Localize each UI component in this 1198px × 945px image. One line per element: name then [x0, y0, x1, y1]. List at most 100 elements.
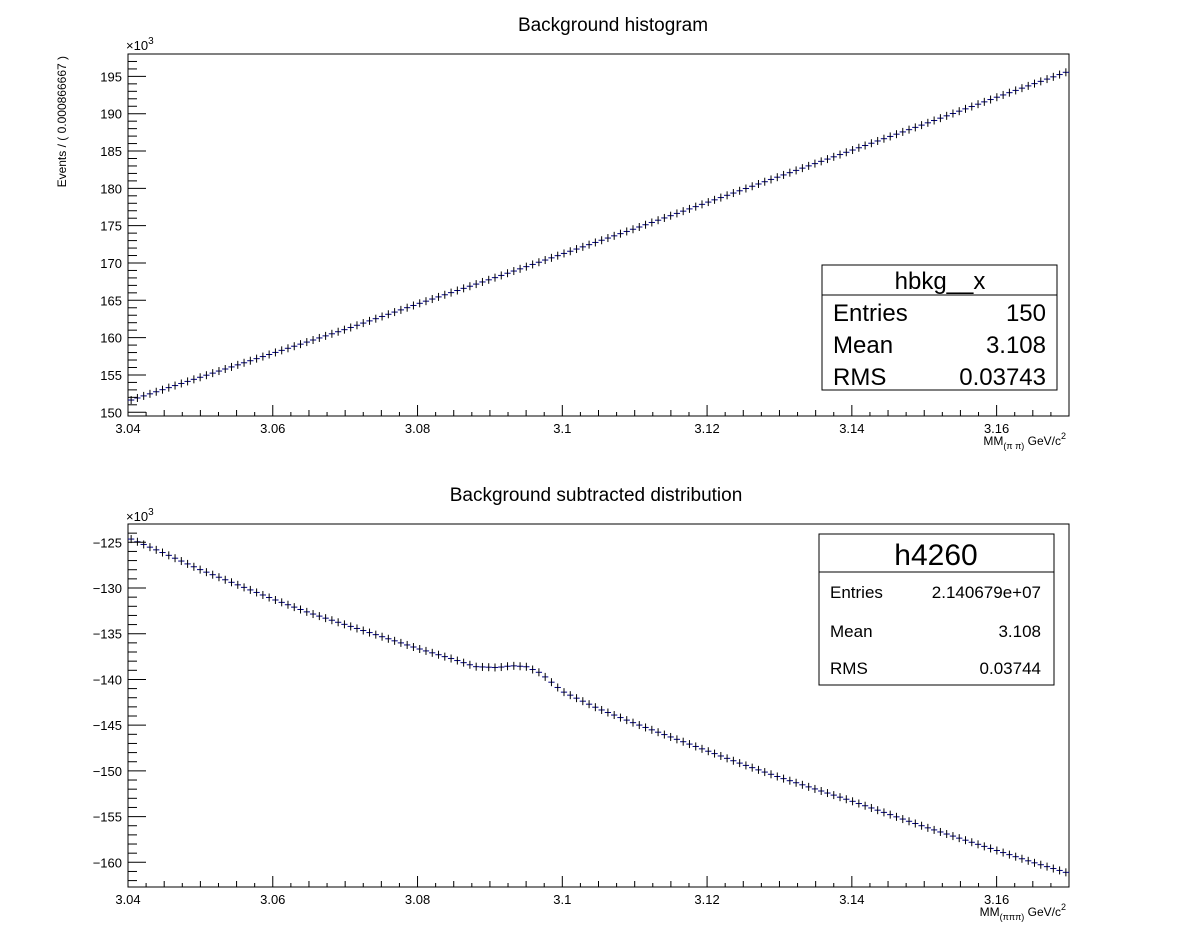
data-point: [353, 624, 361, 633]
y-tick-label: 185: [100, 144, 122, 159]
data-point: [372, 314, 379, 323]
data-point: [146, 543, 154, 552]
data-point: [1043, 862, 1051, 871]
y-tick-label: 175: [100, 219, 122, 234]
x-tick-label: 3.08: [405, 421, 430, 436]
data-point: [347, 323, 354, 332]
data-point: [335, 327, 342, 336]
data-point: [479, 662, 486, 671]
data-point: [680, 737, 687, 746]
y-tick-label: 150: [100, 405, 122, 420]
data-point: [642, 723, 649, 732]
data-point: [253, 588, 260, 597]
data-point: [523, 662, 530, 671]
data-point: [510, 661, 517, 670]
data-point: [1056, 866, 1063, 875]
data-point: [134, 537, 141, 546]
data-point: [604, 234, 612, 243]
data-point: [209, 369, 216, 378]
top-stats-box: hbkg__x Entries 150 Mean 3.108 RMS 0.037…: [821, 264, 1058, 391]
data-point: [203, 371, 210, 380]
data-point: [447, 288, 455, 297]
data-point: [272, 348, 279, 357]
data-point: [1037, 77, 1044, 86]
data-point: [742, 184, 750, 193]
data-point: [673, 735, 681, 744]
data-point: [937, 114, 944, 123]
data-point: [222, 364, 229, 373]
data-point: [178, 557, 185, 566]
data-point: [542, 672, 549, 681]
data-point: [228, 578, 235, 587]
data-point: [560, 688, 568, 697]
data-point: [422, 646, 430, 655]
data-point: [824, 789, 831, 798]
data-point: [548, 253, 555, 262]
data-point: [385, 634, 392, 643]
data-point: [755, 179, 762, 188]
top-stats-entries-label: Entries: [833, 300, 908, 327]
data-point: [962, 836, 969, 845]
data-point: [579, 697, 586, 706]
data-point: [698, 200, 706, 209]
data-point: [824, 155, 831, 164]
data-point: [441, 290, 448, 299]
data-point: [818, 157, 825, 166]
data-point: [215, 573, 223, 582]
data-point: [266, 350, 273, 359]
data-point: [247, 356, 254, 365]
y-tick-label: 190: [100, 107, 122, 122]
data-point: [592, 703, 599, 712]
data-point: [905, 817, 913, 826]
data-point: [974, 100, 982, 109]
x-tick-label: 3.1: [553, 421, 571, 436]
data-point: [1025, 856, 1032, 865]
data-point: [974, 840, 982, 849]
data-point: [617, 229, 624, 238]
data-point: [1031, 858, 1038, 867]
data-point: [962, 104, 969, 113]
bottom-stats-rms-value: 0.03744: [980, 659, 1041, 678]
data-point: [799, 164, 806, 173]
bottom-x-axis-label: MM(πππ) GeV/c2: [980, 902, 1066, 922]
data-point: [924, 823, 931, 832]
data-point: [466, 282, 474, 291]
y-tick-label: 180: [100, 181, 122, 196]
x-tick-label: 3.12: [694, 421, 719, 436]
data-point: [422, 297, 430, 306]
bottom-x-ticks: 3.04 3.06 3.08 3.1 3.12 3.14 3.16: [115, 876, 1070, 907]
data-point: [723, 754, 731, 763]
data-point: [1006, 850, 1013, 859]
data-point: [466, 660, 474, 669]
data-point: [504, 662, 511, 671]
data-point: [981, 97, 988, 106]
data-point: [184, 377, 191, 386]
top-stats-entries-value: 150: [1006, 300, 1046, 327]
y-tick-label: 195: [100, 69, 122, 84]
data-point: [654, 216, 662, 225]
data-point: [516, 662, 524, 671]
data-point: [240, 583, 248, 592]
data-point: [899, 815, 906, 824]
data-point: [999, 90, 1007, 99]
data-point: [598, 705, 605, 714]
data-point: [190, 375, 198, 384]
data-point: [416, 645, 423, 654]
data-point: [190, 562, 198, 571]
data-point: [328, 329, 336, 338]
data-point: [811, 784, 819, 793]
top-stats-rms-label: RMS: [833, 364, 886, 391]
data-point: [705, 198, 712, 207]
data-point: [1018, 84, 1026, 93]
data-point: [893, 130, 900, 139]
data-point: [504, 269, 511, 278]
data-point: [629, 718, 637, 727]
data-point: [692, 742, 699, 751]
data-point: [560, 249, 568, 258]
bottom-stats-name: h4260: [894, 539, 977, 572]
data-point: [153, 545, 160, 554]
data-point: [956, 834, 963, 843]
data-point: [968, 102, 975, 111]
data-point: [284, 600, 292, 609]
